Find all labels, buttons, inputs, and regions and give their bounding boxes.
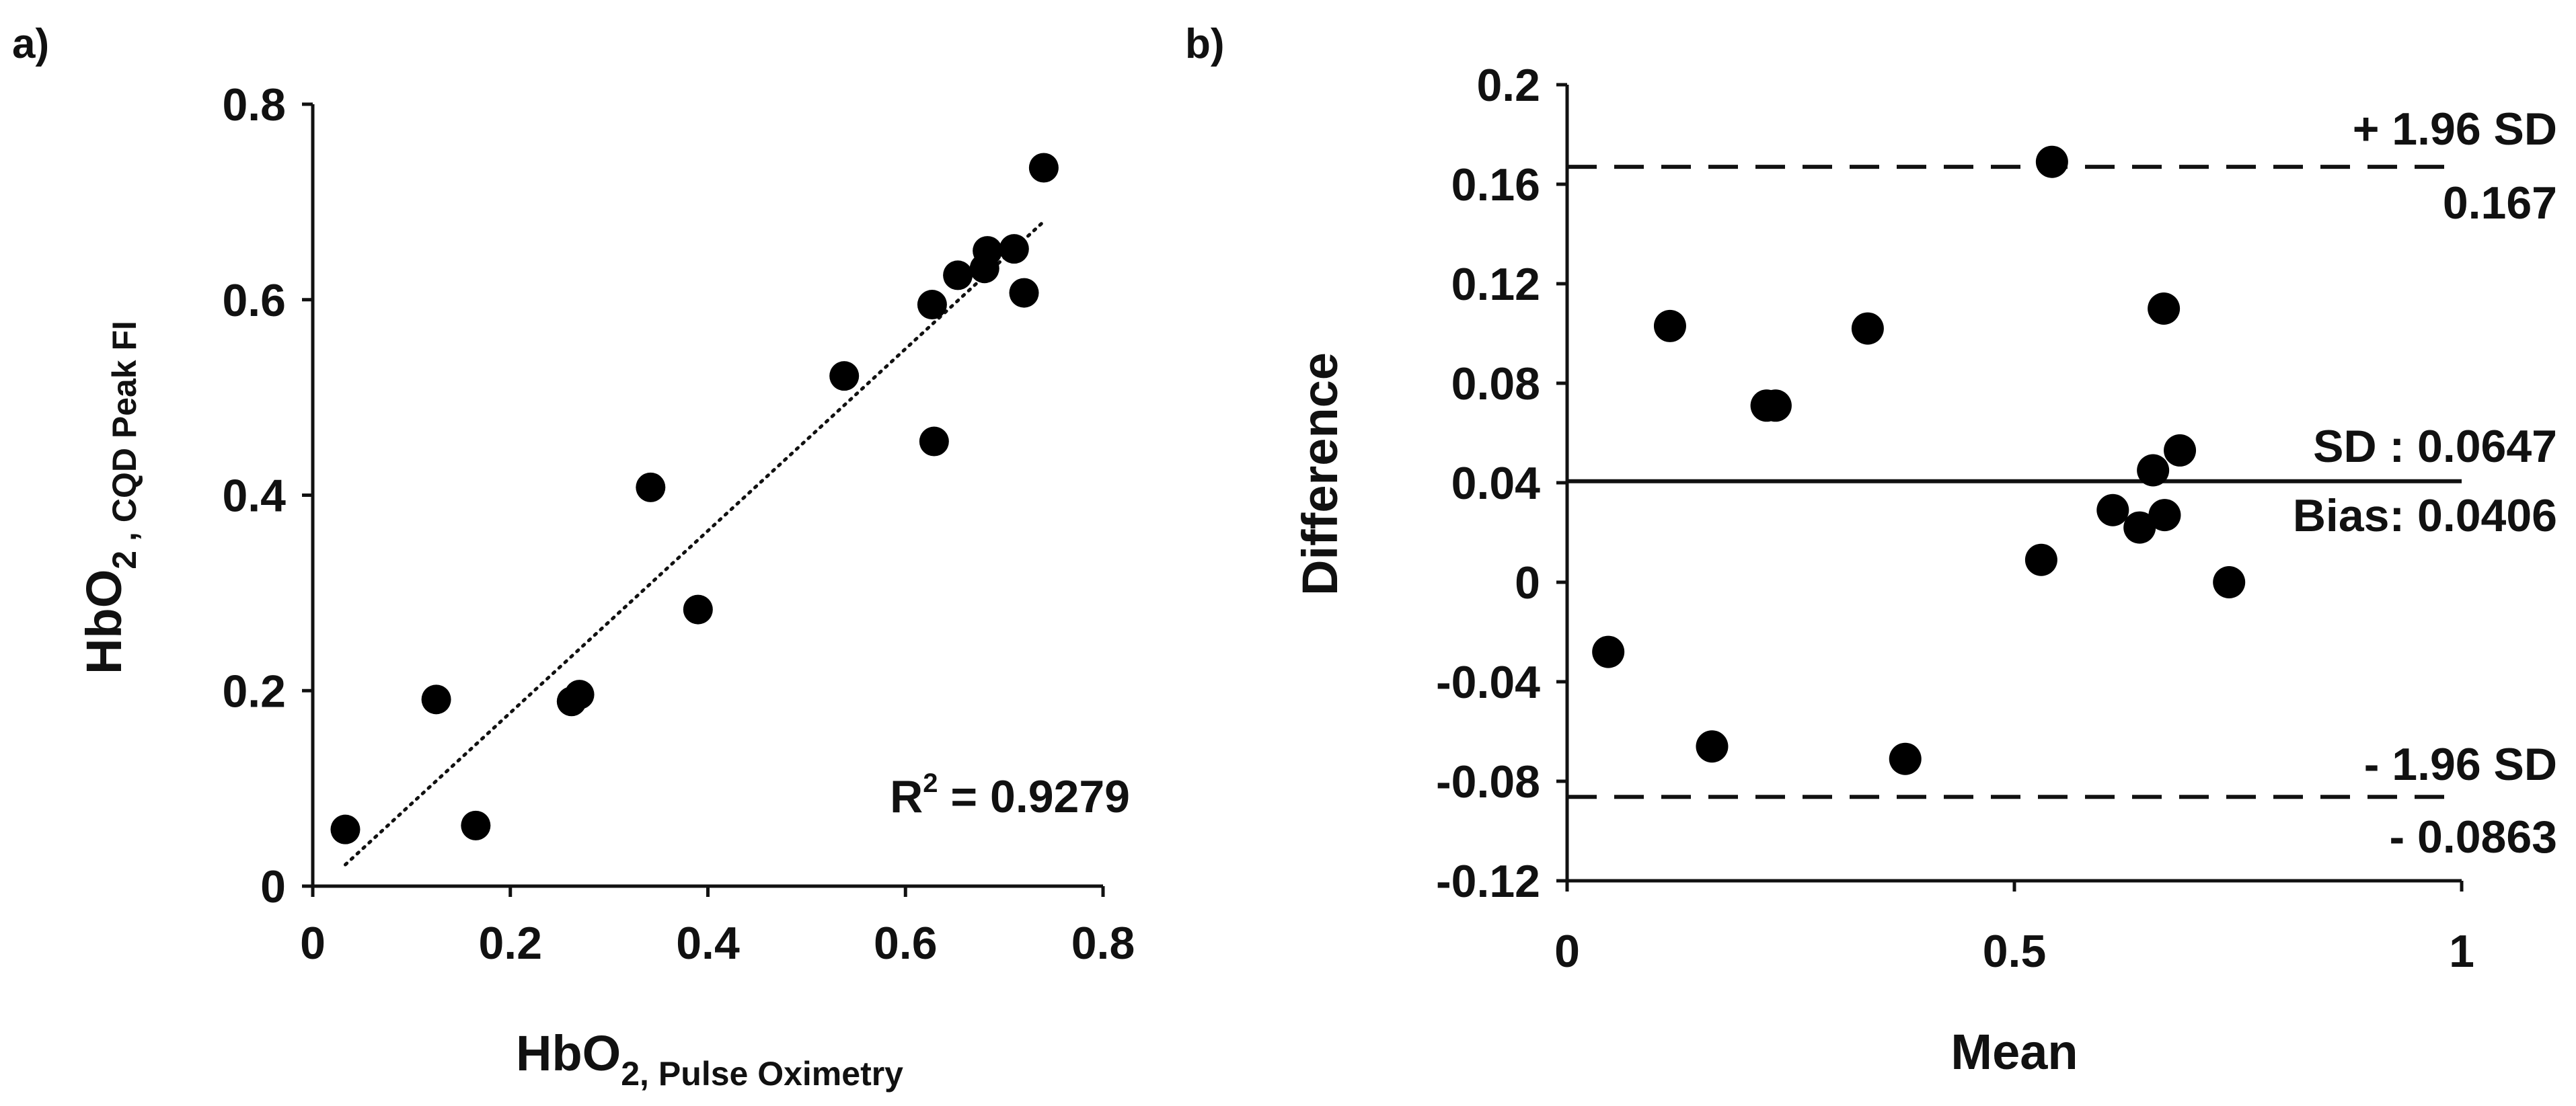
panel-b-y-tick-label: -0.08 xyxy=(1436,756,1540,807)
panel-a-data-point xyxy=(636,472,666,502)
panel-a-x-title-subscript: Pulse Oximetry xyxy=(658,1055,903,1093)
panel-b-data-point xyxy=(2148,499,2181,532)
panel-a-trendline xyxy=(343,219,1046,867)
panel-b-y-tick-label: 0.2 xyxy=(1476,60,1540,111)
panel-b-data-point xyxy=(2035,145,2068,178)
panel-b-data-point xyxy=(2123,511,2156,544)
panel-b-label: b) xyxy=(1185,21,1225,67)
panel-a-y-title-sub: 2 , xyxy=(106,532,143,569)
panel-a-x-title-sub: 2, xyxy=(621,1055,649,1093)
panel-b-data-point xyxy=(2137,454,2170,487)
panel-a-y-tick-label: 0 xyxy=(260,861,286,912)
panel-a-x-ticks: 0 0.2 0.4 0.6 0.8 xyxy=(300,886,1135,969)
panel-a-data-point xyxy=(330,814,361,844)
panel-a-data-point xyxy=(421,684,451,715)
panel-a-y-title: HbO2 , CQD Peak FI xyxy=(76,321,143,674)
panel-b-y-tick-label: -0.12 xyxy=(1436,856,1540,907)
panel-a-data-point xyxy=(919,426,949,457)
panel-b-y-tick-label: -0.04 xyxy=(1436,657,1540,708)
panel-a-y-title-main: HbO xyxy=(76,569,132,674)
upper-limit-label: + 1.96 SD xyxy=(2353,104,2557,155)
panel-b-y-tick-label: 0.04 xyxy=(1451,458,1541,509)
panel-b-y-tick-label: 0.12 xyxy=(1451,259,1540,310)
panel-a-x-tick-label: 0.8 xyxy=(1071,918,1135,969)
panel-a-data-point xyxy=(1028,153,1059,183)
panel-b-x-tick-label: 1 xyxy=(2449,926,2474,977)
panel-a-data-point xyxy=(973,236,1003,266)
panel-b-data-point xyxy=(2213,566,2246,598)
panel-b-y-ticks: 0.2 0.16 0.12 0.08 0.04 0 -0.04 -0.08 -0.12 xyxy=(1436,60,1567,907)
panel-a-x-tick-label: 0.6 xyxy=(874,918,938,969)
panel-b-data-point xyxy=(2148,292,2181,325)
panel-a-y-title-subscript: CQD Peak FI xyxy=(106,321,143,522)
panel-a-x-title-main: HbO xyxy=(516,1025,621,1081)
lower-limit-value: - 0.0863 xyxy=(2389,812,2557,863)
panel-a-data-point xyxy=(564,680,595,710)
panel-b-data-point xyxy=(2024,543,2057,576)
panel-b-data-point xyxy=(1696,730,1729,763)
panel-b-data-point xyxy=(2096,493,2129,526)
panel-a-data-point xyxy=(1009,278,1039,308)
panel-b-y-tick-label: 0.08 xyxy=(1451,358,1540,409)
panel-a-points xyxy=(330,153,1059,844)
panel-a-x-title: HbO2, Pulse Oximetry xyxy=(516,1025,903,1093)
r-squared-value: = 0.9279 xyxy=(938,771,1130,822)
panel-a-y-tick-label: 0.2 xyxy=(222,666,286,717)
panel-b-x-tick-label: 0.5 xyxy=(1983,926,2047,977)
panel-a-data-point xyxy=(683,594,713,625)
panel-b-y-tick-label: 0.16 xyxy=(1451,159,1540,210)
panel-b-data-point xyxy=(1592,635,1625,668)
panel-b-points xyxy=(1592,145,2246,775)
panel-a-scatter: a) 00.20.40.60.8 0 0.2 0.4 0.6 0.8 HbO2 ,CQD… xyxy=(12,21,1135,1093)
panel-a-data-point xyxy=(829,361,860,391)
r-squared-prefix: R xyxy=(890,771,923,822)
panel-a-x-tick-label: 0.2 xyxy=(478,918,542,969)
panel-b-y-tick-label: 0 xyxy=(1515,557,1540,608)
panel-b-x-ticks: 0 0.5 1 xyxy=(1554,881,2474,977)
panel-a-data-point xyxy=(999,234,1029,264)
panel-a-x-tick-label: 0 xyxy=(300,918,326,969)
panel-a-y-ticks: 0 0.2 0.4 0.6 0.8 xyxy=(222,79,313,912)
panel-b-data-point xyxy=(1653,309,1686,342)
panel-a-y-tick-label: 0.4 xyxy=(222,471,286,522)
upper-limit-value: 0.167 xyxy=(2443,177,2557,229)
panel-b-data-point xyxy=(2164,434,2197,467)
panel-b-x-tick-label: 0 xyxy=(1554,926,1580,977)
panel-a-data-point xyxy=(461,810,491,840)
panel-b-x-title: Mean xyxy=(1950,1024,2078,1080)
panel-b-data-point xyxy=(1851,312,1884,345)
panel-b-data-point xyxy=(1759,389,1792,422)
panel-a-data-point xyxy=(917,290,947,320)
panel-a-r-squared: R2 = 0.9279 xyxy=(890,768,1130,822)
panel-a-y-tick-label: 0.6 xyxy=(222,275,286,326)
panel-a-y-tick-label: 0.8 xyxy=(222,79,286,130)
panel-b-y-title: Difference xyxy=(1292,352,1348,596)
sd-label: SD : 0.0647 xyxy=(2313,421,2557,472)
panel-a-label: a) xyxy=(12,21,49,67)
r-squared-sup: 2 xyxy=(923,768,938,798)
lower-limit-label: - 1.96 SD xyxy=(2364,739,2557,790)
panel-a-x-tick-label: 0.4 xyxy=(676,918,740,969)
panel-b-data-point xyxy=(1889,742,1922,775)
bias-label: Bias: 0.0406 xyxy=(2293,490,2557,541)
panel-b-bland-altman: b) 0.2 0.16 0.12 0.08 0.04 0 -0.04 -0.08 -0.12 0… xyxy=(1185,21,2557,1080)
panel-a-data-point xyxy=(943,260,973,290)
